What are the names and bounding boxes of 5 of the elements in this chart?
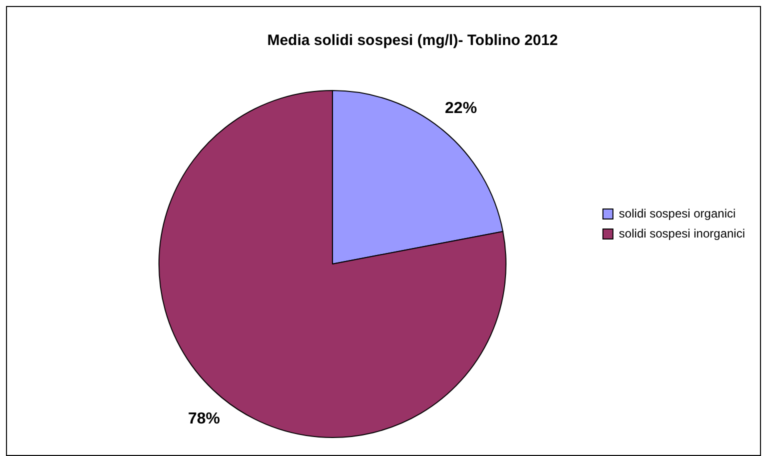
legend-label: solidi sospesi organici	[618, 206, 736, 220]
data-label: 78%	[188, 410, 220, 428]
chart-title: Media solidi sospesi (mg/l)- Toblino 2012	[267, 32, 558, 50]
legend-label: solidi sospesi inorganici	[618, 226, 746, 240]
data-label: 22%	[444, 100, 477, 118]
